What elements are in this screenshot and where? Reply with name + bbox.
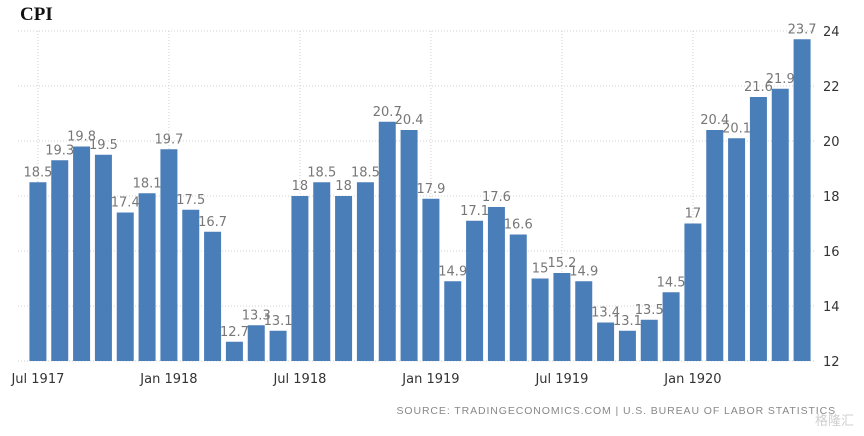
y-tick-label: 18 [823, 190, 840, 205]
bars [29, 39, 811, 361]
y-tick-label: 14 [823, 300, 840, 315]
bar [138, 193, 156, 361]
bar [793, 39, 811, 361]
x-tick-label: Jul 1917 [10, 372, 64, 387]
data-label: 21.9 [766, 72, 795, 87]
data-label: 16.6 [504, 218, 533, 233]
bar [400, 130, 418, 361]
bar [313, 182, 331, 361]
bar [247, 325, 265, 361]
y-tick-label: 20 [823, 135, 840, 150]
y-tick-label: 12 [823, 355, 840, 370]
bar [182, 209, 200, 361]
bar [444, 281, 462, 361]
data-label: 18 [292, 179, 309, 194]
bar [749, 97, 767, 361]
bar [728, 138, 746, 361]
data-label: 18.5 [307, 165, 336, 180]
bar [51, 160, 69, 361]
y-axis-ticks: 12 14 16 18 20 22 24 [823, 25, 840, 370]
data-label: 19.7 [154, 132, 183, 147]
data-label: 14.5 [657, 275, 686, 290]
bar [378, 121, 396, 361]
data-label: 20.4 [700, 113, 729, 128]
bar [94, 154, 112, 361]
data-label: 19.3 [45, 143, 74, 158]
data-label: 18 [335, 179, 352, 194]
data-label: 20.7 [373, 105, 402, 120]
data-label: 16.7 [198, 215, 227, 230]
bar [771, 88, 789, 361]
bar [640, 319, 658, 361]
data-label: 12.7 [220, 325, 249, 340]
bar [597, 322, 615, 361]
bar [73, 146, 91, 361]
data-label: 20.4 [395, 113, 424, 128]
data-label: 20.1 [722, 121, 751, 136]
bar [335, 196, 353, 361]
y-tick-label: 16 [823, 245, 840, 260]
bar [160, 149, 178, 361]
bar [291, 196, 309, 361]
bar [509, 234, 527, 361]
data-labels: 18.5 19.319.819.5 17.4 18.1 19.7 17.5 16.7 12.7… [23, 22, 816, 340]
data-label: 18.1 [133, 176, 162, 191]
data-label: 13.1 [264, 314, 293, 329]
data-label: 14.9 [438, 264, 467, 279]
data-label: 15.2 [547, 256, 576, 271]
bar [466, 220, 484, 361]
bar [618, 330, 636, 361]
bar [553, 273, 571, 361]
y-tick-label: 22 [823, 80, 840, 95]
data-label: 17.9 [416, 182, 445, 197]
x-tick-label: Jan 1919 [401, 372, 459, 387]
data-label: 15 [532, 262, 549, 277]
data-label: 13.4 [591, 306, 620, 321]
bar [487, 207, 505, 361]
x-tick-label: Jul 1919 [534, 372, 588, 387]
x-tick-label: Jul 1918 [272, 372, 326, 387]
data-label: 18.5 [351, 165, 380, 180]
bar [575, 281, 593, 361]
data-label: 17 [685, 207, 702, 222]
source-note: SOURCE: TRADINGECONOMICS.COM | U.S. BURE… [396, 405, 836, 417]
data-label: 17.5 [176, 193, 205, 208]
bar [225, 341, 243, 361]
data-label: 19.8 [67, 130, 96, 145]
x-tick-label: Jan 1918 [139, 372, 197, 387]
bar [531, 278, 549, 361]
data-label: 13.5 [635, 303, 664, 318]
y-tick-label: 24 [823, 25, 840, 40]
data-label: 23.7 [788, 22, 817, 37]
bar [29, 182, 47, 361]
bar [662, 292, 680, 361]
bar [422, 198, 440, 361]
chart-title: CPI [20, 4, 53, 25]
bar [116, 212, 134, 361]
x-tick-label: Jan 1920 [663, 372, 721, 387]
bar [684, 223, 702, 361]
data-label: 17.4 [111, 196, 140, 211]
data-label: 19.5 [89, 138, 118, 153]
watermark-logo: 格隆汇 [814, 414, 854, 429]
data-label: 18.5 [23, 165, 52, 180]
bar [706, 130, 724, 361]
bar [269, 330, 287, 361]
data-label: 17.6 [482, 190, 511, 205]
data-label: 13.1 [613, 314, 642, 329]
bar [204, 231, 222, 361]
bar [356, 182, 374, 361]
data-label: 13.3 [242, 308, 271, 323]
data-label: 17.1 [460, 204, 489, 219]
data-label: 14.9 [569, 264, 598, 279]
x-axis-ticks: Jul 1917 Jan 1918 Jul 1918 Jan 1919 Jul 1919… [10, 372, 721, 387]
data-label: 21.6 [744, 80, 773, 95]
